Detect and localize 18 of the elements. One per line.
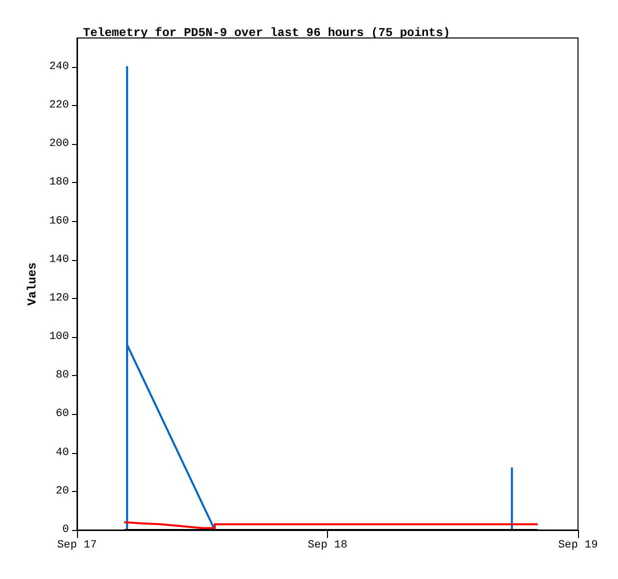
x-tick-label: Sep 18 [308, 540, 348, 552]
y-tick-label: 40 [56, 446, 69, 459]
y-tick-label: 160 [49, 215, 69, 228]
y-tick-label: 100 [49, 331, 69, 344]
y-axis-title: Values [25, 262, 40, 306]
y-tick-label: 140 [49, 254, 69, 266]
y-tick-label: 20 [56, 485, 69, 498]
y-tick-label: 200 [49, 138, 69, 150]
y-tick-label: 220 [49, 100, 69, 112]
y-tick-label: 180 [49, 176, 69, 189]
y-tick-label: 0 [62, 524, 69, 536]
y-tick-label: 120 [49, 292, 69, 304]
x-tick-label: Sep 17 [57, 540, 97, 552]
y-tick-label: 240 [49, 60, 69, 73]
chart-title: Telemetry for PD5N-9 over last 96 hours (75 points) [83, 26, 450, 40]
y-tick-label: 60 [56, 408, 69, 420]
x-tick-label: Sep 19 [558, 540, 598, 552]
y-tick-label: 80 [56, 370, 69, 382]
